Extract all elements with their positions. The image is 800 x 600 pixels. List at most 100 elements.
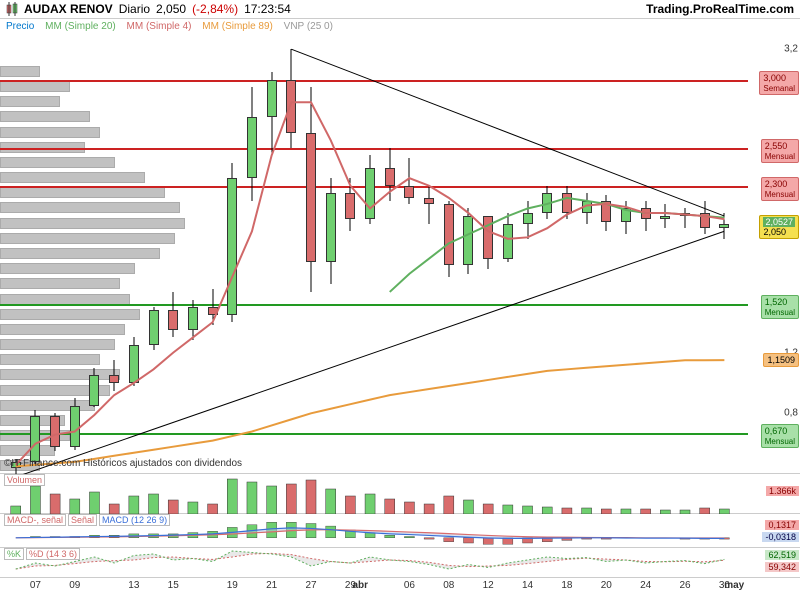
volume-profile-bar	[0, 218, 185, 229]
candlestick	[719, 213, 729, 239]
volume-profile-bar	[0, 445, 55, 456]
horizontal-line	[0, 433, 748, 435]
volume-profile-bar	[0, 339, 115, 350]
candlestick	[168, 292, 178, 338]
x-tick: 08	[443, 580, 454, 591]
x-tick: 14	[522, 580, 533, 591]
x-tick: 06	[404, 580, 415, 591]
candlestick	[385, 148, 395, 201]
volume-profile-bar	[0, 309, 140, 320]
x-tick: 20	[601, 580, 612, 591]
volume-profile-bar	[0, 324, 125, 335]
candlestick	[306, 87, 316, 292]
chart-header: AUDAX RENOV Diario 2,050 (-2,84%) 17:23:…	[0, 0, 800, 19]
x-tick: 09	[69, 580, 80, 591]
stochastic-panel[interactable]: %K%D (14 3 6) 62,519 59,342	[0, 548, 800, 578]
hline-label: 2,550Mensual	[761, 139, 799, 163]
candlestick	[641, 201, 651, 231]
horizontal-line	[0, 148, 748, 150]
volume-profile-bar	[0, 369, 120, 380]
candlestick	[326, 178, 336, 284]
candlestick	[404, 158, 414, 204]
horizontal-line	[0, 304, 748, 306]
x-tick: 18	[561, 580, 572, 591]
candlestick	[483, 216, 493, 269]
candlestick	[286, 49, 296, 148]
candlestick	[50, 413, 60, 451]
candlestick	[188, 300, 198, 341]
x-tick: abr	[352, 580, 368, 591]
candlestick	[660, 204, 670, 228]
volume-profile-bar	[0, 248, 160, 259]
x-tick: 12	[483, 580, 494, 591]
x-axis: 0709131519212729abr060812141820242630may	[0, 578, 800, 596]
hline-label: 1,520Mensual	[761, 295, 799, 319]
candlestick	[503, 213, 513, 262]
x-tick: 27	[305, 580, 316, 591]
volume-profile-bar	[0, 294, 130, 305]
volume-value: 1.366k	[766, 486, 799, 496]
hline-label: 2,300Mensual	[761, 177, 799, 201]
price-tick: 0,8	[784, 408, 798, 419]
x-tick: 21	[266, 580, 277, 591]
volume-panel[interactable]: Volumen 1.366k	[0, 474, 800, 514]
hline-label: 3,000Semanal	[759, 71, 799, 95]
volume-profile-bar	[0, 66, 40, 77]
x-tick: 24	[640, 580, 651, 591]
x-tick: 13	[128, 580, 139, 591]
stoch-k: 62,519	[765, 550, 799, 560]
volume-profile-bar	[0, 202, 180, 213]
price-chart[interactable]: 0,81,23,23,000Semanal2,550Mensual2,300Me…	[0, 34, 800, 474]
candlestick	[149, 307, 159, 349]
volume-profile-bar	[0, 157, 115, 168]
candlestick	[562, 186, 572, 219]
macd-value1: 0,1317	[765, 520, 799, 530]
candlestick	[208, 289, 218, 325]
candlestick	[680, 208, 690, 228]
stoch-label: %K%D (14 3 6)	[4, 549, 82, 559]
legend-vnp: VNP (25 0)	[284, 21, 333, 32]
candlestick	[227, 163, 237, 322]
candle-icon	[6, 2, 18, 16]
x-tick: 26	[679, 580, 690, 591]
timeframe: Diario	[119, 2, 150, 16]
legend-mm20: MM (Simple 20)	[45, 21, 116, 32]
candlestick	[267, 72, 277, 155]
price-change: (-2,84%)	[192, 2, 238, 16]
indicator-legend: Precio MM (Simple 20) MM (Simple 4) MM (…	[0, 19, 800, 34]
volume-label: Volumen	[4, 475, 47, 485]
hline-label: 0,670Mensual	[761, 424, 799, 448]
x-tick: may	[724, 580, 744, 591]
volume-profile-bar	[0, 263, 135, 274]
volume-profile-bar	[0, 127, 100, 138]
candlestick	[247, 87, 257, 201]
volume-profile-bar	[0, 172, 145, 183]
last-price: 2,050	[156, 2, 186, 16]
volume-profile-bar	[0, 278, 120, 289]
candlestick	[129, 337, 139, 386]
candlestick	[70, 398, 80, 450]
legend-mm4: MM (Simple 4)	[127, 21, 192, 32]
timestamp: 17:23:54	[244, 2, 291, 16]
candlestick	[700, 201, 710, 234]
price-tick: 3,2	[784, 44, 798, 55]
volume-profile-bar	[0, 233, 175, 244]
volume-profile-bar	[0, 81, 70, 92]
macd-label: MACD-, señalSeñalMACD (12 26 9)	[4, 515, 172, 525]
symbol-name: AUDAX RENOV	[24, 2, 113, 16]
candlestick	[601, 195, 611, 231]
volume-profile-bar	[0, 111, 90, 122]
volume-profile-bar	[0, 400, 95, 411]
macd-panel[interactable]: MACD-, señalSeñalMACD (12 26 9) 0,1317-0…	[0, 514, 800, 548]
candlestick	[523, 201, 533, 239]
current-price-label: 2,05272,050	[759, 215, 799, 239]
legend-precio: Precio	[6, 21, 34, 32]
candlestick	[621, 201, 631, 234]
horizontal-line	[0, 80, 748, 82]
candlestick	[89, 368, 99, 407]
x-tick: 19	[227, 580, 238, 591]
candlestick	[424, 186, 434, 224]
stoch-d: 59,342	[765, 562, 799, 572]
copyright: ©IT-Finance.com Históricos ajustados con…	[4, 458, 242, 469]
candlestick	[345, 178, 355, 231]
